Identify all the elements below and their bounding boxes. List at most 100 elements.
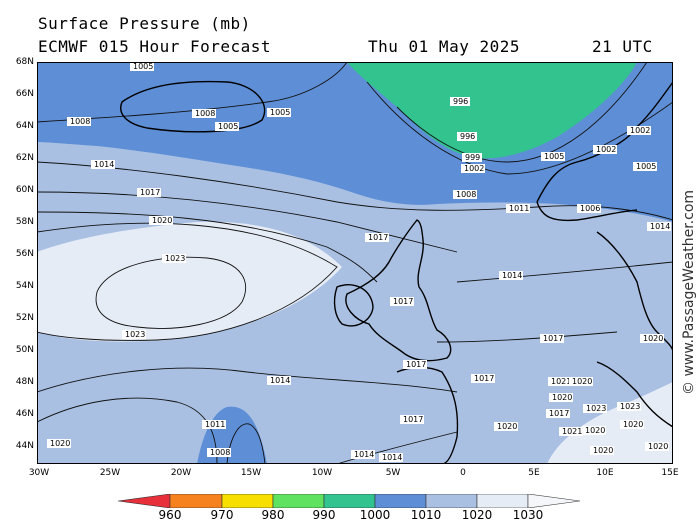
lat-label: 68N	[15, 57, 34, 67]
pressure-map: 1005 1008 1005 1005 1008 996 996 999 100…	[37, 62, 673, 464]
svg-text:1017: 1017	[368, 233, 388, 242]
svg-text:1011: 1011	[205, 420, 225, 429]
lon-label: 0	[460, 468, 466, 478]
svg-text:1005: 1005	[270, 108, 290, 117]
svg-text:1023: 1023	[586, 404, 606, 413]
colorbar-label: 1010	[410, 508, 442, 522]
svg-text:1020: 1020	[623, 420, 643, 429]
colorbar-high-arrow	[527, 494, 581, 508]
colorbar-segment	[374, 494, 427, 508]
svg-text:1017: 1017	[403, 415, 423, 424]
isobar-label: 1021	[548, 377, 572, 386]
svg-text:1017: 1017	[543, 334, 563, 343]
isobar-label: 1008	[67, 117, 91, 126]
colorbar-segment	[425, 494, 478, 508]
svg-text:1017: 1017	[549, 409, 569, 418]
svg-text:1017: 1017	[393, 297, 413, 306]
svg-text:1008: 1008	[195, 109, 215, 118]
isobar-label: 1002	[593, 145, 617, 154]
lat-label: 58N	[15, 217, 34, 227]
isobar-label: 996	[457, 132, 477, 141]
svg-text:1020: 1020	[572, 377, 592, 386]
isobar-label: 1020	[549, 393, 573, 402]
isobar-labels: 1005 1008 1005 1005 1008 996 996 999 100…	[47, 62, 671, 462]
forecast-time: 21 UTC	[592, 37, 653, 56]
lat-label: 64N	[15, 121, 34, 131]
lat-label: 56N	[15, 249, 34, 259]
watermark-text: © www.PassageWeather.com	[681, 190, 697, 395]
svg-text:1008: 1008	[70, 117, 90, 126]
svg-text:1017: 1017	[406, 360, 426, 369]
colorbar-segment	[272, 494, 325, 508]
lon-label: 5W	[385, 468, 401, 478]
svg-text:1020: 1020	[643, 334, 663, 343]
isobar-label: 1020	[149, 216, 173, 225]
isobar-label: 1005	[541, 152, 565, 161]
isobar-label: 1014	[267, 376, 291, 385]
svg-text:1021: 1021	[562, 427, 582, 436]
isobar-label: 1002	[627, 126, 651, 135]
model-line: ECMWF 015 Hour Forecast	[38, 37, 272, 56]
colorbar-segment	[476, 494, 529, 508]
svg-text:1014: 1014	[650, 222, 670, 231]
colorbar-label: 970	[210, 508, 234, 522]
isobar-label: 1017	[471, 374, 495, 383]
isobar-label: 1008	[192, 109, 216, 118]
lat-label: 66N	[15, 89, 34, 99]
isobar-label: 1020	[569, 377, 593, 386]
svg-text:1017: 1017	[140, 188, 160, 197]
svg-text:999: 999	[465, 153, 480, 162]
svg-text:1005: 1005	[636, 162, 656, 171]
colorbar-segment	[169, 494, 223, 508]
svg-text:1011: 1011	[509, 204, 529, 213]
svg-text:1008: 1008	[456, 190, 476, 199]
colorbar-label: 1020	[461, 508, 493, 522]
chart-title: Surface Pressure (mb)	[38, 14, 251, 33]
isobar-label: 1014	[379, 453, 403, 462]
isobar-label: 1014	[91, 160, 115, 169]
svg-text:1014: 1014	[354, 450, 374, 459]
isobar-label: 999	[462, 153, 482, 162]
isobar-label: 1005	[633, 162, 657, 171]
colorbar-segment	[221, 494, 274, 508]
svg-text:996: 996	[453, 97, 468, 106]
svg-text:1020: 1020	[152, 216, 172, 225]
svg-text:1002: 1002	[596, 145, 616, 154]
forecast-date: Thu 01 May 2025	[368, 37, 520, 56]
isobar-label: 1020	[645, 442, 669, 451]
svg-text:1005: 1005	[544, 152, 564, 161]
isobar-label: 1021	[559, 427, 583, 436]
isobar-label: 1017	[403, 360, 427, 369]
colorbar-label: 980	[261, 508, 285, 522]
isobar-label: 1014	[351, 450, 375, 459]
colorbar-segment	[323, 494, 376, 508]
isobar-label: 1017	[365, 233, 389, 242]
pressure-band-1020-1030	[37, 221, 342, 342]
pressure-colorbar	[118, 494, 581, 508]
svg-text:1008: 1008	[210, 448, 230, 457]
isobar-label: 1020	[620, 420, 644, 429]
svg-text:1002: 1002	[464, 164, 484, 173]
svg-text:1020: 1020	[552, 393, 572, 402]
isobar-label: 1020	[590, 446, 614, 455]
isobar-label: 1005	[215, 122, 239, 131]
svg-text:1020: 1020	[593, 446, 613, 455]
svg-text:1020: 1020	[585, 426, 605, 435]
lat-label: 46N	[15, 409, 34, 419]
isobar-label: 1011	[506, 204, 530, 213]
lon-label: 10E	[596, 468, 614, 478]
svg-text:1006: 1006	[580, 204, 600, 213]
lon-label: 30W	[28, 468, 50, 478]
lon-label: 15E	[661, 468, 679, 478]
colorbar-low-arrow	[118, 494, 171, 508]
isobar-label: 1005	[267, 108, 291, 117]
lat-label: 50N	[15, 345, 34, 355]
svg-text:1014: 1014	[382, 453, 402, 462]
svg-text:996: 996	[460, 132, 475, 141]
isobar-label: 1017	[137, 188, 161, 197]
svg-text:1020: 1020	[648, 442, 668, 451]
isobar-label: 1023	[162, 254, 186, 263]
isobar-label: 1006	[577, 204, 601, 213]
colorbar-label: 990	[312, 508, 336, 522]
lat-label: 60N	[15, 185, 34, 195]
